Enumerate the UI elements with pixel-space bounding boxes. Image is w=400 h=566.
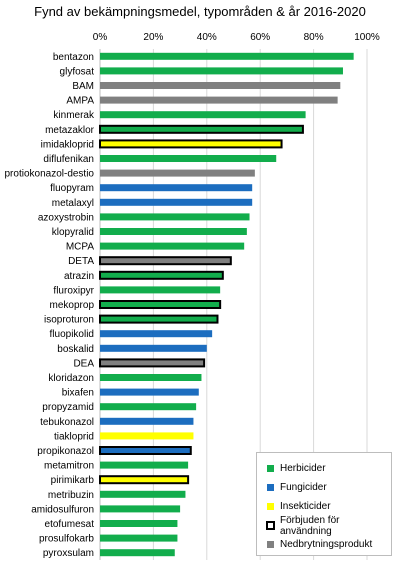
category-label: isoproturon <box>44 315 94 326</box>
category-label: pyroxsulam <box>43 548 94 559</box>
bar <box>99 139 283 149</box>
category-label: DETA <box>68 256 94 267</box>
category-label: metazaklor <box>45 125 95 136</box>
bar <box>99 270 224 280</box>
bar <box>99 446 192 455</box>
bar <box>100 374 202 381</box>
bar <box>100 67 343 75</box>
category-label: kinmerak <box>53 110 95 121</box>
bar <box>100 549 175 557</box>
bar <box>99 475 190 485</box>
category-label: glyfosat <box>60 66 95 77</box>
category-label: imidakloprid <box>41 139 94 150</box>
bar <box>99 300 222 309</box>
bar <box>100 155 277 162</box>
x-tick-label: 80% <box>304 32 324 43</box>
legend-swatch <box>267 465 274 472</box>
bar <box>100 184 253 192</box>
bar <box>100 432 194 440</box>
category-label: bixafen <box>62 388 94 399</box>
legend-entry: Nedbrytningsprodukt <box>267 535 385 554</box>
x-tick-label: 100% <box>354 32 380 43</box>
category-label: fluopikolid <box>50 329 94 340</box>
category-label: propyzamid <box>42 402 94 413</box>
category-label: etofumesat <box>45 519 95 530</box>
bar <box>100 520 178 527</box>
legend-entry: Herbicider <box>267 459 385 478</box>
category-label: DEA <box>73 358 94 369</box>
chart-legend: Herbicider Fungicider Insekticider Förbjude… <box>256 452 392 556</box>
category-label: amidosulfuron <box>31 504 94 515</box>
category-label: prosulfokarb <box>39 534 94 545</box>
category-label: azoxystrobin <box>38 212 94 223</box>
category-label: MCPA <box>66 242 94 253</box>
bar <box>100 228 247 235</box>
category-label: atrazin <box>64 271 94 282</box>
legend-label: Herbicider <box>280 463 326 474</box>
bar <box>100 286 221 294</box>
bar <box>100 169 255 177</box>
category-label: metamitron <box>44 461 94 472</box>
bar <box>100 417 194 425</box>
category-label: tiakloprid <box>54 431 94 442</box>
bar <box>100 534 178 542</box>
legend-label: Fungicider <box>280 482 327 493</box>
bar <box>99 124 304 134</box>
bar <box>100 242 245 250</box>
bar <box>100 490 186 498</box>
category-label: metalaxyl <box>52 198 94 209</box>
legend-swatch <box>267 484 274 491</box>
x-tick-label: 40% <box>197 32 217 43</box>
bar <box>100 505 181 513</box>
x-tick-label: 0% <box>93 32 108 43</box>
category-label: pirimikarb <box>51 475 95 486</box>
category-label: AMPA <box>66 96 94 107</box>
bar <box>100 96 338 104</box>
category-label: bentazon <box>53 52 94 63</box>
legend-swatch <box>267 503 274 510</box>
legend-swatch <box>266 521 275 530</box>
category-label: mekoprop <box>50 300 95 311</box>
bar <box>99 314 219 324</box>
bar <box>100 82 341 89</box>
legend-entry: Förbjuden för användning <box>266 514 385 537</box>
legend-label: Insekticider <box>280 501 331 512</box>
x-tick-label: 60% <box>250 32 270 43</box>
bar <box>100 111 306 119</box>
bar <box>100 198 253 206</box>
bar <box>100 344 207 352</box>
category-label: metribuzin <box>48 490 94 501</box>
category-label: BAM <box>72 81 94 92</box>
bar <box>100 213 250 221</box>
legend-swatch <box>267 541 274 548</box>
bar <box>100 330 213 338</box>
legend-label: Förbjuden för användning <box>280 514 340 537</box>
category-label: fluroxipyr <box>53 285 94 296</box>
category-label: boskalid <box>57 344 94 355</box>
legend-entry: Insekticider <box>267 497 385 516</box>
bar <box>99 358 206 368</box>
legend-label: Nedbrytningsprodukt <box>280 539 373 550</box>
category-label: tebukonazol <box>40 417 94 428</box>
category-label: diflufenikan <box>43 154 94 165</box>
bar <box>100 388 199 396</box>
chart-title: Fynd av bekämpningsmedel, typområden & å… <box>34 4 366 19</box>
bar <box>99 256 232 266</box>
category-label: protiokonazol-destio <box>5 169 95 180</box>
bar <box>100 52 354 60</box>
x-tick-label: 20% <box>143 32 163 43</box>
category-label: kloridazon <box>48 373 94 384</box>
category-label: propikonazol <box>37 446 94 457</box>
bar <box>100 403 197 411</box>
bar <box>100 461 189 469</box>
legend-entry: Fungicider <box>267 478 385 497</box>
category-label: fluopyram <box>50 183 94 194</box>
category-label: klopyralid <box>52 227 94 238</box>
